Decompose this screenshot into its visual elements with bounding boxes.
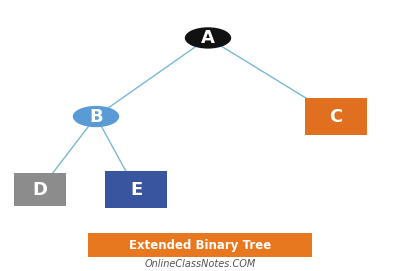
Text: B: B xyxy=(89,108,103,125)
Text: Extended Binary Tree: Extended Binary Tree xyxy=(129,239,271,252)
Text: OnlineClassNotes.COM: OnlineClassNotes.COM xyxy=(144,259,256,269)
Text: D: D xyxy=(32,181,48,199)
Text: C: C xyxy=(329,108,343,125)
Text: E: E xyxy=(130,181,142,199)
Text: A: A xyxy=(201,29,215,47)
FancyBboxPatch shape xyxy=(88,233,312,257)
Ellipse shape xyxy=(185,27,231,49)
FancyBboxPatch shape xyxy=(305,98,367,135)
FancyBboxPatch shape xyxy=(105,172,167,208)
FancyBboxPatch shape xyxy=(14,173,66,206)
Ellipse shape xyxy=(73,106,119,127)
